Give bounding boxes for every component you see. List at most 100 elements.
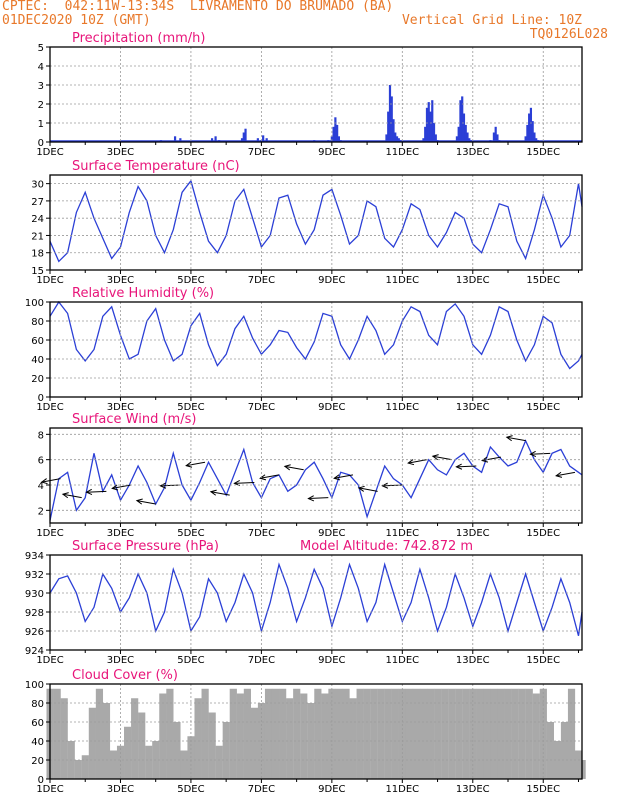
x-tick-label: 1DEC [36, 147, 63, 158]
series-line [49, 179, 583, 263]
y-tick-label: 40 [31, 737, 44, 748]
cloud-bar [314, 688, 322, 779]
precip-bar [455, 136, 459, 142]
precip-bar [256, 138, 259, 142]
y-tick-label: 100 [25, 298, 44, 309]
panel-4: 2 4 6 8 1DEC 3DEC 5DEC 7DEC 9DEC 11DEC 13DEC 15DEC S… [36, 412, 583, 539]
wind-arrow [334, 474, 354, 479]
wind-arrow [456, 465, 477, 468]
x-tick-label: 11DEC [385, 402, 419, 413]
precip-bar [492, 132, 496, 142]
panel-6: 0 20 40 60 80 100 1DEC 3DEC 5DEC 7DEC 9DEC 11DEC 13D… [25, 668, 586, 795]
x-tick-label: 7DEC [248, 147, 275, 158]
precip-bar [524, 136, 527, 142]
wind-arrow-head [185, 461, 193, 468]
y-tick-label: 100 [25, 680, 44, 691]
precip-bar [395, 136, 399, 142]
x-tick-label: 11DEC [385, 655, 419, 666]
cloud-bar [271, 688, 280, 779]
x-tick-label: 9DEC [318, 528, 345, 539]
wind-arrow-head [381, 482, 389, 489]
header-model-id: TQ0126L028 [529, 27, 608, 42]
cloud-bar [384, 688, 392, 779]
x-tick-label: 3DEC [107, 147, 134, 158]
x-tick-label: 1DEC [36, 655, 63, 666]
panel-frame [49, 683, 583, 780]
x-tick-label: 3DEC [107, 402, 134, 413]
x-tick-label: 9DEC [318, 147, 345, 158]
precip-bar [244, 128, 247, 142]
x-tick-label: 1DEC [36, 275, 63, 286]
panel-5: 924 926 928 930 932 934 1DEC 3DEC 5DEC 7DEC 9DEC 11… [25, 539, 583, 666]
cloud-bar [349, 698, 357, 779]
precip-bar [424, 126, 427, 142]
x-tick-label: 11DEC [385, 784, 419, 795]
y-tick-label: 924 [25, 646, 44, 657]
precip-bar [429, 111, 432, 142]
x-tick-label: 13DEC [456, 528, 490, 539]
x-tick-label: 7DEC [248, 528, 275, 539]
x-tick-label: 13DEC [456, 784, 490, 795]
panel-frame [49, 554, 583, 651]
precip-bar [387, 111, 390, 142]
y-tick-label: 60 [31, 718, 44, 729]
cloud-bar [173, 722, 181, 779]
header-grid-note: Vertical Grid Line: 10Z [401, 13, 582, 28]
y-tick-label: 24 [31, 214, 44, 225]
wind-arrow [186, 461, 206, 467]
y-tick-label: 80 [31, 317, 44, 328]
wind-arrow [210, 491, 230, 496]
x-tick-label: 3DEC [107, 528, 134, 539]
cloud-bar [166, 688, 174, 779]
wind-arrow [62, 493, 82, 499]
wind-arrow-head [283, 464, 291, 471]
x-tick-label: 11DEC [385, 275, 419, 286]
cloud-bar [145, 745, 153, 779]
cloud-bar [180, 750, 188, 779]
precip-bar [397, 138, 400, 142]
precip-bar [459, 100, 462, 142]
y-tick-label: 2 [38, 506, 44, 517]
y-tick-label: 3 [38, 81, 44, 92]
precip-bar [388, 85, 392, 142]
cloud-bar [159, 693, 167, 779]
y-tick-label: 4 [38, 62, 44, 73]
precip-bar [210, 138, 214, 142]
cloud-bar [427, 688, 435, 779]
wind-arrow-head [111, 484, 119, 491]
y-tick-label: 60 [31, 336, 44, 347]
precip-bar [432, 123, 436, 142]
x-tick-label: 15DEC [526, 528, 560, 539]
series-line [49, 562, 583, 636]
cloud-bar [462, 688, 470, 779]
wind-arrow-head [307, 495, 315, 502]
wind-arrow-head [40, 478, 48, 485]
cloud-bar [335, 688, 343, 779]
precip-bar [332, 126, 335, 142]
wind-arrow-head [481, 456, 489, 463]
wind-arrow-head [135, 498, 143, 505]
precip-bar [422, 138, 425, 142]
precip-bar [535, 138, 538, 142]
precip-bar [337, 136, 341, 142]
x-tick-label: 5DEC [177, 402, 204, 413]
y-tick-label: 4 [38, 481, 44, 492]
cloud-bar [483, 688, 491, 779]
precip-bar [262, 135, 265, 142]
cloud-bar [370, 688, 378, 779]
cloud-bar [525, 688, 533, 779]
precip-bar [526, 124, 529, 142]
panel-frame [49, 46, 583, 143]
wind-arrow-head [85, 488, 93, 496]
cloud-bar [448, 688, 456, 779]
precip-bar [461, 96, 464, 142]
y-tick-label: 15 [31, 266, 44, 277]
wind-arrow [432, 455, 452, 461]
header-date: 01DEC2020 10Z (GMT) [2, 13, 151, 28]
wind-arrow [482, 456, 502, 462]
cloud-bar [546, 722, 554, 779]
x-tick-label: 5DEC [177, 147, 204, 158]
wind-arrow-head [209, 489, 217, 496]
x-tick-label: 15DEC [526, 147, 560, 158]
